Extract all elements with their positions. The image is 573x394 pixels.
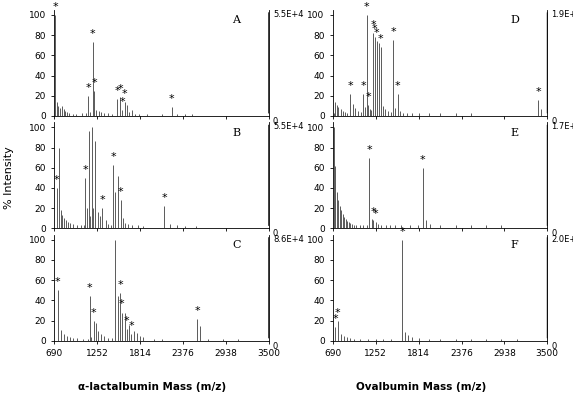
Text: 0: 0: [551, 342, 557, 351]
Text: *: *: [366, 145, 372, 154]
Text: *: *: [332, 314, 338, 323]
Text: D: D: [511, 15, 520, 25]
Text: E: E: [511, 128, 519, 138]
Text: 0: 0: [551, 229, 557, 238]
Text: 1.7E+4: 1.7E+4: [551, 122, 573, 131]
Text: *: *: [364, 2, 370, 12]
Text: *: *: [54, 175, 60, 185]
Text: *: *: [399, 227, 405, 237]
Text: 0: 0: [273, 229, 278, 238]
Text: *: *: [90, 29, 95, 39]
Text: *: *: [535, 87, 541, 97]
Text: *: *: [100, 195, 105, 205]
Text: 2.0E+5: 2.0E+5: [551, 235, 573, 244]
Text: *: *: [118, 187, 124, 197]
Text: *: *: [117, 84, 123, 94]
Text: *: *: [122, 89, 127, 99]
Text: B: B: [232, 128, 241, 138]
Text: 0: 0: [273, 342, 278, 351]
Text: 1.9E+4: 1.9E+4: [551, 10, 573, 19]
Text: *: *: [52, 2, 58, 12]
Text: *: *: [114, 86, 120, 96]
Text: *: *: [83, 165, 88, 175]
Text: C: C: [232, 240, 241, 250]
Text: *: *: [374, 28, 380, 38]
Text: *: *: [120, 97, 125, 107]
Text: *: *: [420, 155, 426, 165]
Text: *: *: [390, 27, 396, 37]
Text: *: *: [92, 78, 97, 87]
Text: *: *: [360, 81, 366, 91]
Text: *: *: [194, 306, 200, 316]
Text: *: *: [119, 299, 125, 310]
Text: *: *: [395, 81, 401, 91]
Text: *: *: [348, 81, 354, 91]
Text: *: *: [85, 83, 91, 93]
Text: *: *: [169, 94, 175, 104]
Text: *: *: [162, 193, 167, 203]
Text: *: *: [366, 92, 371, 102]
Text: 5.5E+4: 5.5E+4: [273, 122, 304, 131]
Text: F: F: [511, 240, 519, 250]
Text: α-lactalbumin Mass (m/z): α-lactalbumin Mass (m/z): [78, 382, 226, 392]
Text: A: A: [232, 15, 240, 25]
Text: *: *: [335, 308, 341, 318]
Text: 0: 0: [551, 117, 557, 126]
Text: 5.5E+4: 5.5E+4: [273, 10, 304, 19]
Text: *: *: [91, 308, 96, 318]
Text: *: *: [128, 321, 134, 331]
Text: % Intensity: % Intensity: [3, 146, 14, 209]
Text: 0: 0: [273, 117, 278, 126]
Text: *: *: [371, 207, 376, 217]
Text: *: *: [87, 283, 93, 293]
Text: *: *: [373, 209, 379, 219]
Text: *: *: [111, 152, 116, 162]
Text: *: *: [372, 24, 378, 34]
Text: Ovalbumin Mass (m/z): Ovalbumin Mass (m/z): [356, 382, 486, 392]
Text: *: *: [124, 316, 129, 326]
Text: *: *: [370, 20, 376, 30]
Text: 8.6E+4: 8.6E+4: [273, 235, 304, 244]
Text: *: *: [378, 34, 383, 44]
Text: *: *: [55, 277, 61, 287]
Text: *: *: [117, 280, 123, 290]
